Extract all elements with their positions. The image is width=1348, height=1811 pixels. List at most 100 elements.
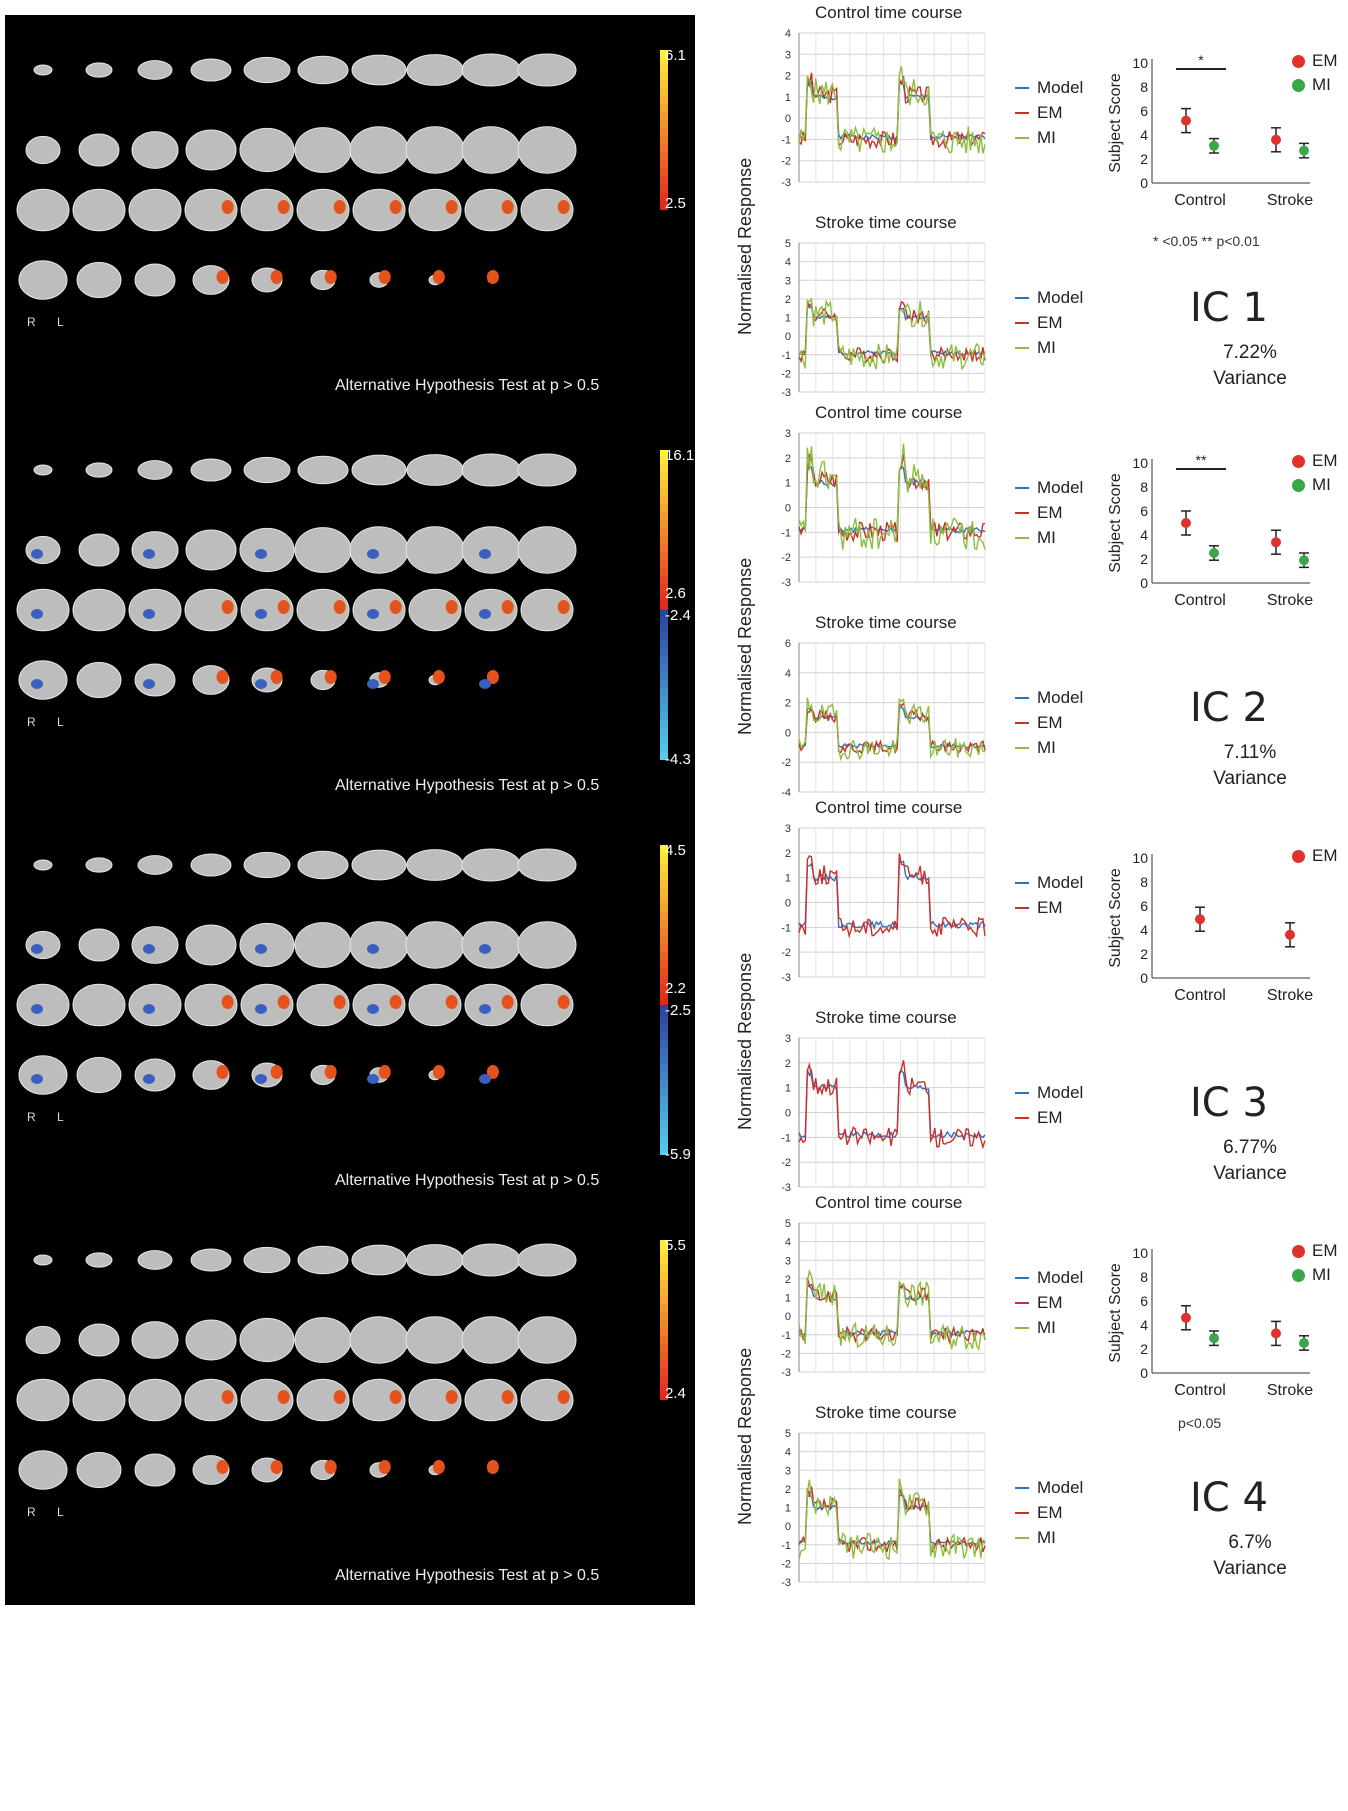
brain-slice [85,857,113,873]
stroke-time-course-title: Stroke time course [815,1008,957,1027]
right-label: R [27,715,36,729]
brain-slice [72,588,126,632]
score-ytick-label: 4 [1140,527,1148,543]
deactivation-blob [143,1074,155,1084]
brain-slice [131,531,179,569]
stroke-plot-svg: 5 4 3 2 1 0 -1 -2 -3 [781,238,986,399]
score-ytick-label: 10 [1132,1245,1148,1261]
brain-slice [190,853,232,877]
score-point-mi [1209,1333,1219,1344]
ytick-label: -3 [781,972,791,984]
activation-blob [557,1390,570,1404]
model-series-line [798,860,986,930]
colorbar-negative [660,1005,668,1155]
significance-marker: ** [1196,452,1207,468]
brain-slice [405,1316,465,1364]
score-ytick-label: 4 [1140,127,1148,143]
brain-slice [185,924,237,966]
colorbar-label: 2.2 [665,980,686,997]
deactivation-blob [255,1074,267,1084]
control-legend: Model EM MI [1015,475,1083,550]
brain-slice [520,188,574,232]
score-ytick-label: 2 [1140,946,1148,962]
alt-hypothesis-caption: Alternative Hypothesis Test at p > 0.5 [335,1172,600,1189]
ytick-label: -2 [781,1558,791,1570]
mi-series-line [798,66,986,154]
deactivation-blob [367,1074,379,1084]
legend-dot [1292,1269,1305,1282]
control-legend: Model EM MI [1015,1265,1083,1340]
colorbar-label: -2.4 [665,607,691,624]
ytick-label: 3 [785,823,791,835]
score-point-em [1271,537,1281,548]
legend-label: EM [1037,503,1063,522]
control-time-course-title: Control time course [815,1193,963,1212]
em-series-line [798,853,986,939]
deactivation-blob [479,1074,491,1084]
score-ytick-label: 8 [1140,479,1148,495]
brain-slice [137,855,173,875]
brain-slice [190,1248,232,1272]
score-ytick-label: 0 [1140,175,1148,191]
activation-blob [216,1065,229,1079]
legend-swatch [1015,1327,1029,1329]
brain-slice [405,921,465,969]
colorbar-positive [660,50,668,210]
activation-blob [486,1460,499,1474]
brain-slice-panel: 4.5 2.2 -2.5 -5.9 R L Alternative Hypothesis T… [5,810,695,1210]
colorbar-label: -2.5 [665,1002,691,1019]
brain-slices-svg [16,450,668,760]
legend-swatch [1015,1092,1029,1094]
score-ytick-label: 2 [1140,1341,1148,1357]
legend-swatch [1015,747,1029,749]
deactivation-blob [479,1004,491,1014]
deactivation-blob [479,679,491,689]
brain-slice [18,660,68,700]
brain-slice [239,1317,295,1363]
legend-label: Model [1037,478,1084,497]
legend-swatch [1015,87,1029,89]
stroke-plot-svg: 6 4 2 0 -2 -4 [781,638,986,799]
subject-score-plot: Subject Score 10 8 6 4 2 0 Control Stroke * EM MI [1107,43,1338,243]
control-time-course: Control time course 5 4 3 2 1 0 -1 -2 -3 Model EM MI [755,1193,1083,1393]
brain-slice [128,1378,182,1422]
brain-slice [296,983,350,1027]
score-point-mi [1209,548,1219,558]
brain-slice [16,1378,70,1422]
brain-slice [25,535,61,565]
brain-slice [190,58,232,82]
variance-block: 7.11% Variance [1200,740,1300,792]
ytick-label: 0 [785,113,791,125]
score-point-em [1271,1328,1281,1339]
colorbar-positive [660,845,668,1005]
ytick-label: 2 [785,698,791,710]
stroke-legend: Model EM MI [1015,285,1083,360]
brain-slices-svg [16,1240,668,1490]
brain-slice [134,663,176,697]
ic-row: 16.1 2.6 -2.4 -4.3 R L Alternative Hypothesis … [0,415,1348,845]
activation-blob [333,995,346,1009]
control-time-course-title: Control time course [815,798,963,817]
legend-label: EM [1312,451,1338,470]
ytick-label: -3 [781,387,791,399]
brain-slice [461,453,521,487]
brain-slice [134,1058,176,1092]
legend-item-model: Model [1015,75,1083,100]
score-ytick-label: 0 [1140,575,1148,591]
score-ytick-label: 8 [1140,874,1148,890]
brain-slice [461,126,521,174]
stroke-plot-svg: 3 2 1 0 -1 -2 -3 [781,1033,986,1194]
brain-slice [78,533,120,567]
score-xtick-label: Stroke [1267,1382,1313,1399]
score-ytick-label: 2 [1140,551,1148,567]
activation-blob [221,600,234,614]
brain-slice [406,54,464,86]
activation-blob [324,1460,337,1474]
brain-slice [408,983,462,1027]
ytick-label: -4 [781,787,791,799]
activation-blob [216,270,229,284]
subject-score-svg: Subject Score 10 8 6 4 2 0 Control Stroke [1107,850,1313,1004]
significance-note: * <0.05 ** p<0.01 [1153,233,1260,249]
activation-blob [324,670,337,684]
deactivation-blob [255,679,267,689]
